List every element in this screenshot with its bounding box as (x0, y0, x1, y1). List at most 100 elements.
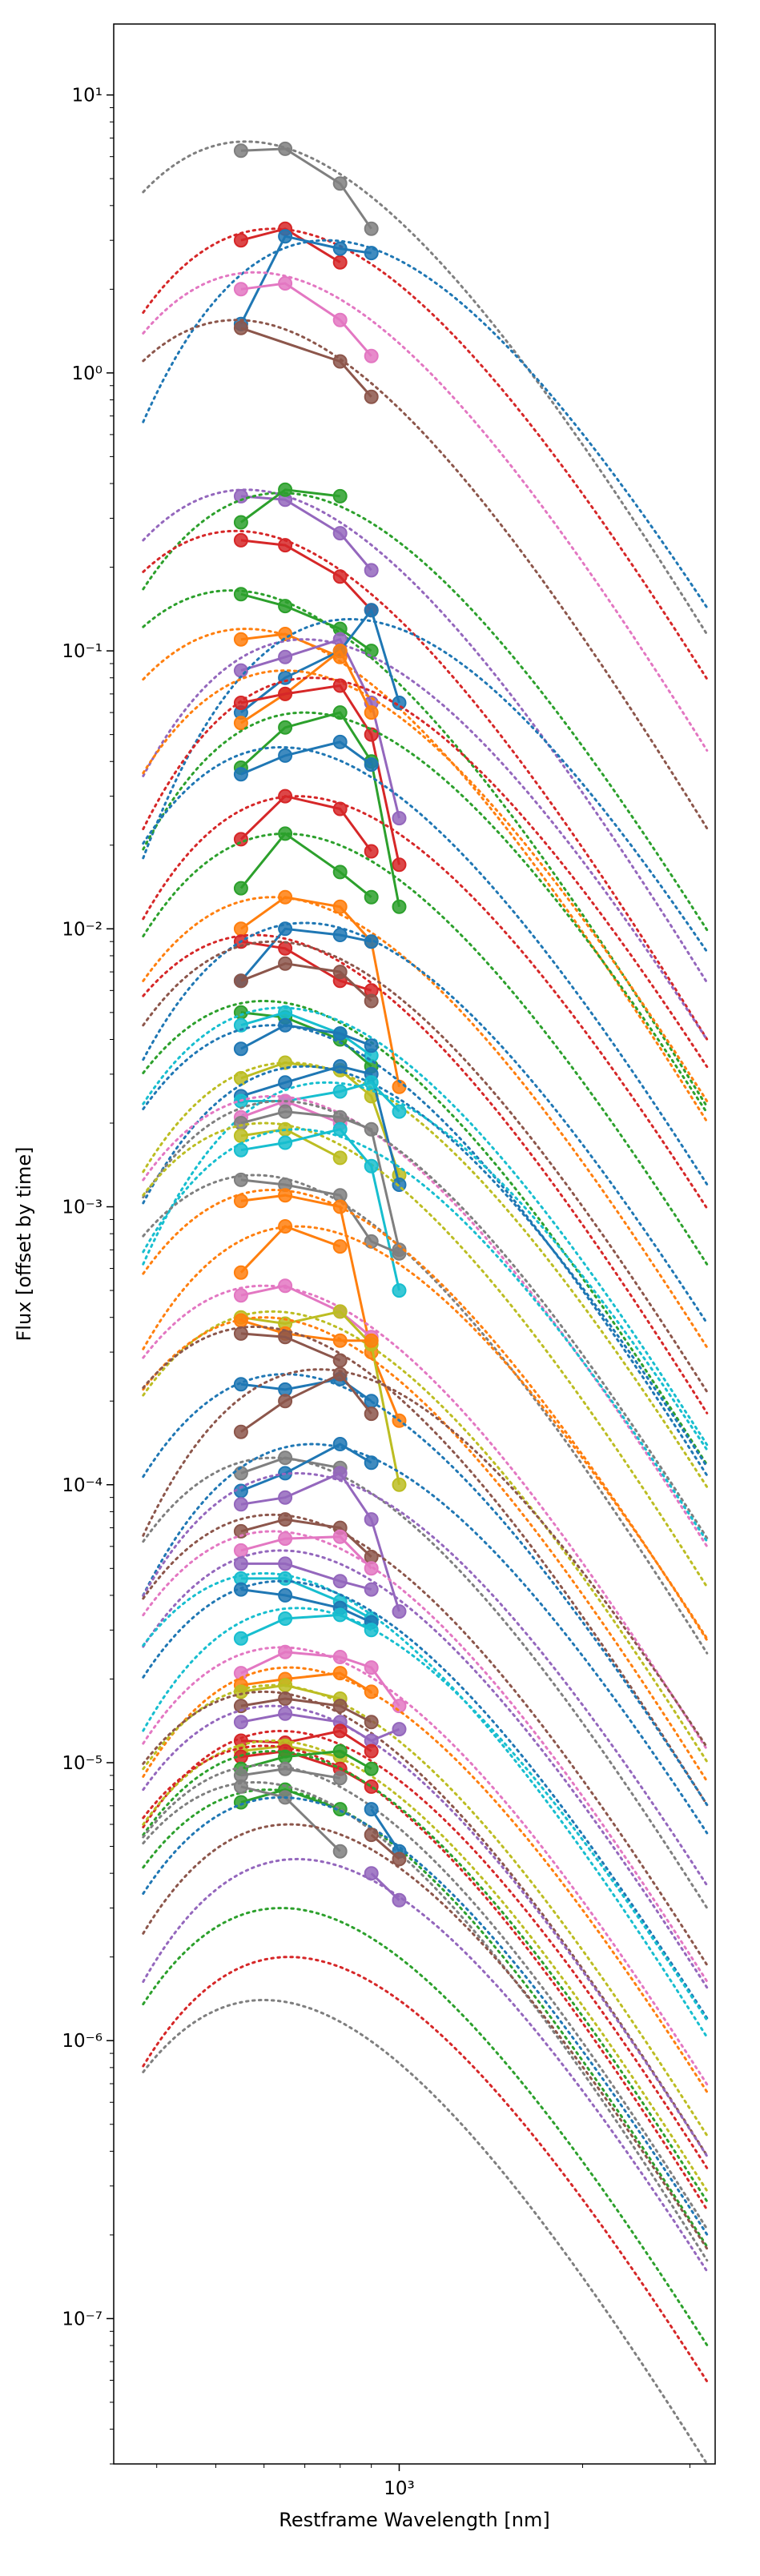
observed-point-62-0 (364, 1802, 379, 1817)
observed-point-48-1 (278, 1587, 293, 1603)
model-curve-56 (142, 1739, 709, 2193)
observed-line-40 (240, 1372, 372, 1433)
series-42 (142, 1437, 709, 1835)
series-15 (142, 734, 709, 1186)
y-tick-label: 10⁻⁷ (62, 2309, 103, 2329)
observed-point-14-4 (392, 899, 407, 914)
observed-point-12-3 (364, 705, 379, 720)
observed-line-53 (240, 1697, 372, 1723)
observed-point-4-2 (364, 389, 379, 404)
observed-point-39-0 (233, 1377, 248, 1392)
model-curve-60 (142, 1788, 709, 2248)
model-curve-17 (142, 832, 709, 1266)
observed-point-38-0 (233, 1326, 248, 1341)
model-curve-40 (142, 1368, 709, 1749)
model-curve-9 (142, 628, 709, 1123)
series-32 (142, 1172, 709, 1655)
observed-point-0-0 (233, 143, 248, 158)
model-curve-31 (142, 1128, 709, 1543)
model-curve-35 (142, 1284, 709, 1751)
observed-point-49-3 (364, 1623, 379, 1638)
observed-point-11-4 (392, 696, 407, 710)
y-tick-label: 10¹ (72, 86, 103, 106)
observed-point-53-1 (278, 1691, 293, 1706)
model-curve-13 (142, 676, 709, 1069)
observed-line-49 (240, 1613, 372, 1640)
model-curve-16 (142, 795, 709, 1210)
series-55 (142, 1723, 709, 2169)
model-curve-19 (142, 933, 709, 1414)
series-66 (142, 1956, 709, 2383)
observed-point-3-1 (278, 276, 293, 291)
observed-point-21-3 (364, 993, 379, 1009)
observed-point-43-2 (332, 1466, 348, 1481)
y-tick-label: 10⁻⁶ (62, 2031, 103, 2052)
series-40 (142, 1366, 709, 1749)
observed-point-10-4 (392, 811, 407, 826)
series-0 (142, 140, 709, 636)
model-curve-58 (142, 1750, 709, 2203)
observed-point-40-2 (332, 1366, 348, 1382)
series-29 (142, 1099, 709, 1539)
axes-layer: 10¹ 10⁰ 10⁻¹ 10⁻² 10⁻³ 10⁻⁴ 10⁻⁵ 10⁻⁶ 10⁻⁷ 10³ (62, 86, 691, 2499)
observed-line-16 (239, 794, 372, 853)
model-curve-48 (142, 1579, 709, 2020)
series-13 (142, 676, 709, 1069)
observed-point-29-0 (233, 1116, 248, 1130)
observed-point-45-1 (278, 1531, 293, 1547)
model-curve-5 (142, 488, 709, 984)
series-65 (142, 1907, 709, 2346)
observed-point-24-1 (278, 1017, 293, 1033)
series-21 (142, 940, 709, 1394)
observed-point-61-0 (233, 1779, 248, 1794)
series-43 (142, 1466, 709, 1887)
observed-line-45 (240, 1535, 372, 1570)
series-31 (142, 1121, 709, 1543)
observed-point-29-3 (364, 1121, 379, 1137)
series-62 (142, 1796, 709, 2236)
series-6 (142, 482, 709, 932)
series-33 (142, 1188, 709, 1642)
model-curve-14 (142, 711, 709, 1114)
series-1 (142, 221, 709, 680)
model-curve-7 (142, 529, 709, 1041)
observed-point-63-1 (392, 1852, 407, 1867)
model-curve-62 (142, 1796, 709, 2236)
observed-point-46-1 (278, 1556, 293, 1571)
observed-point-27-4 (392, 1104, 407, 1119)
observed-point-10-0 (233, 663, 248, 678)
model-curve-54 (142, 1704, 709, 2157)
observed-point-39-3 (364, 1394, 379, 1409)
observed-line-6 (240, 488, 340, 524)
model-curve-46 (142, 1549, 709, 1989)
observed-point-20-2 (332, 928, 348, 942)
model-curve-18 (142, 896, 709, 1349)
observed-point-40-1 (278, 1394, 293, 1409)
model-curve-27 (142, 1081, 709, 1451)
observed-point-21-1 (278, 956, 293, 971)
observed-point-25-1 (278, 1055, 293, 1070)
observed-point-13-0 (233, 696, 248, 710)
y-tick-label: 10⁻² (62, 919, 103, 940)
observed-point-5-0 (233, 488, 248, 504)
series-45 (142, 1529, 709, 1983)
series-47 (142, 1571, 709, 2039)
observed-line-47 (240, 1577, 372, 1620)
observed-point-59-2 (332, 1771, 348, 1786)
series-64 (142, 1857, 709, 2273)
observed-point-7-0 (233, 532, 248, 548)
model-curve-47 (142, 1572, 709, 2039)
model-curve-22 (142, 1000, 709, 1467)
observed-point-34-2 (332, 1239, 348, 1254)
observed-line-2 (239, 235, 372, 325)
series-layer (142, 140, 709, 2464)
model-curve-28 (142, 1094, 709, 1548)
observed-line-5 (240, 495, 372, 572)
observed-point-0-3 (364, 221, 379, 236)
observed-line-62 (370, 1808, 400, 1852)
observed-point-0-1 (278, 141, 293, 156)
y-tick-label: 10⁻⁴ (62, 1475, 103, 1496)
observed-point-21-2 (332, 965, 348, 980)
observed-point-15-3 (364, 757, 379, 772)
